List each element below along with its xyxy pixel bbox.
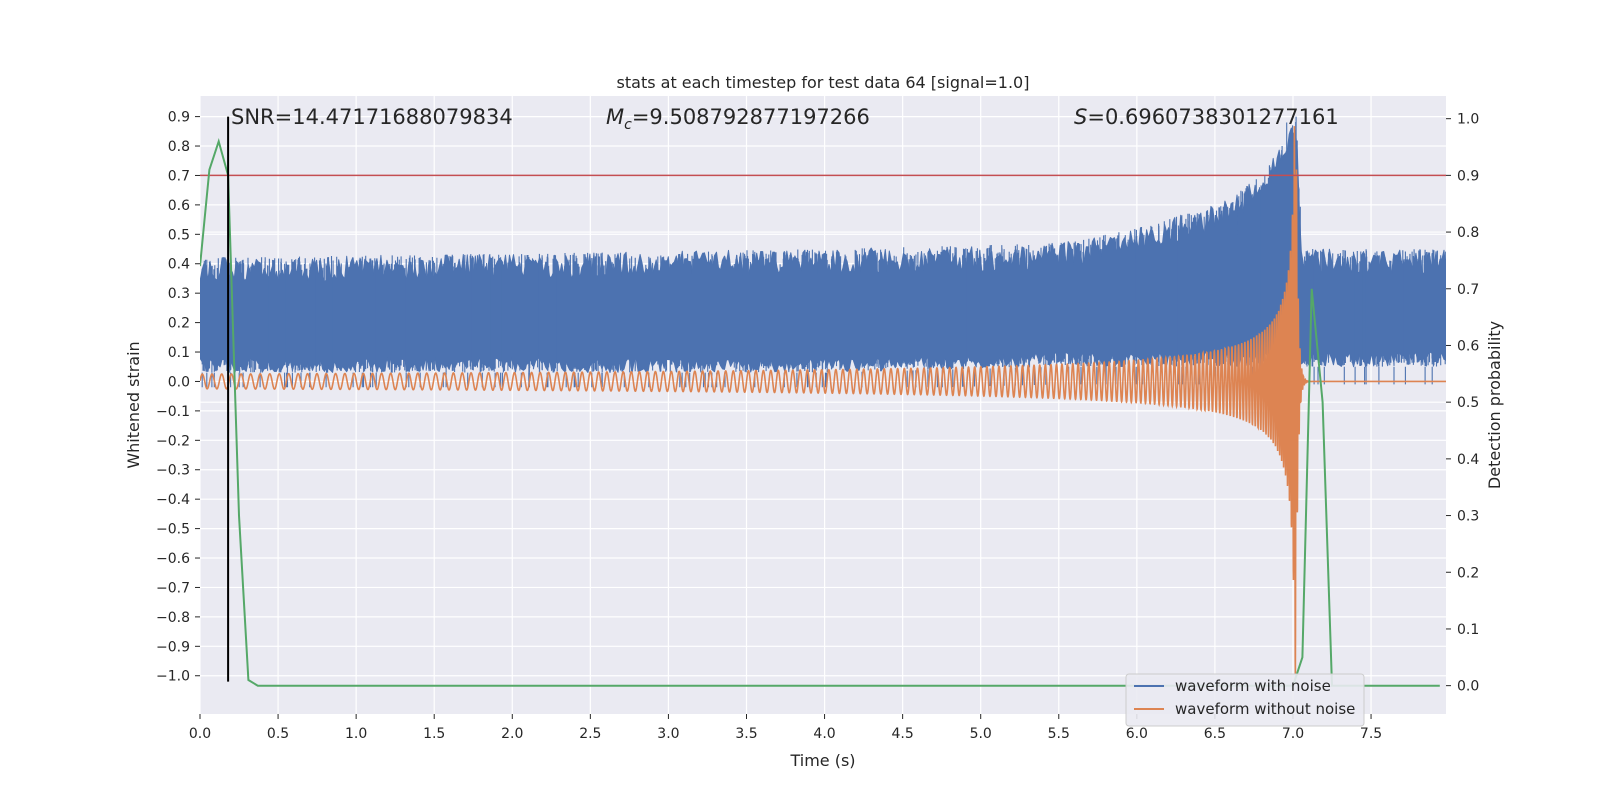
y-tick-label: 0.5 [168, 227, 190, 243]
y-tick-label: 0.6 [168, 198, 190, 214]
y-tick-label: −0.7 [156, 580, 190, 596]
x-tick-label: 6.0 [1126, 726, 1148, 742]
legend-label-noise: waveform with noise [1175, 677, 1331, 695]
y-tick-label: −0.9 [156, 639, 190, 655]
score-value: =0.6960738301277161 [1087, 105, 1338, 129]
y-tick-label: −0.2 [156, 433, 190, 449]
x-tick-label: 7.5 [1360, 726, 1382, 742]
y-tick-label: −0.6 [156, 551, 190, 567]
chart-title: stats at each timestep for test data 64 … [617, 73, 1030, 92]
chirp-mass-value: =9.508792877197266 [632, 105, 870, 129]
x-tick-label: 4.5 [891, 726, 913, 742]
x-tick-label: 3.5 [735, 726, 757, 742]
y2-tick-label: 0.2 [1457, 565, 1479, 581]
y-tick-label: 0.0 [168, 374, 190, 390]
x-tick-label: 5.0 [970, 726, 992, 742]
x-tick-label: 3.0 [657, 726, 679, 742]
y-tick-label: −0.4 [156, 492, 190, 508]
waveform-without-noise-series [200, 126, 1446, 674]
y-tick-label: −0.8 [156, 610, 190, 626]
y-tick-label: 0.8 [168, 139, 190, 155]
y2-axis-ticks: 1.0 0.9 0.8 0.7 0.6 0.5 0.4 0.3 0.2 0.1 0.0 [1446, 112, 1479, 695]
y-axis-ticks: 0.9 0.8 0.7 0.6 0.5 0.4 0.3 0.2 0.1 0.0 −0.1 −0.2 −0… [156, 110, 200, 685]
y2-tick-label: 0.3 [1457, 509, 1479, 525]
detection-probability-series [200, 137, 1440, 687]
x-tick-label: 2.5 [579, 726, 601, 742]
y2-tick-label: 1.0 [1457, 112, 1479, 128]
legend-label-clean: waveform without noise [1175, 700, 1355, 718]
y2-tick-label: 0.7 [1457, 282, 1479, 298]
score-annotation: S=0.6960738301277161 [1074, 105, 1339, 129]
x-tick-label: 0.5 [267, 726, 289, 742]
y-tick-label: −0.3 [156, 463, 190, 479]
chirp-mass-subscript: c [624, 117, 632, 133]
x-tick-label: 2.0 [501, 726, 523, 742]
y-tick-label: 0.7 [168, 168, 190, 184]
x-tick-label: 6.5 [1204, 726, 1226, 742]
x-axis-title: Time (s) [789, 751, 855, 770]
score-symbol: S [1074, 105, 1087, 129]
y2-tick-label: 0.8 [1457, 225, 1479, 241]
y-axis-title: Whitened strain [124, 341, 143, 468]
y-tick-label: −0.1 [156, 404, 190, 420]
legend-box [1125, 673, 1365, 727]
y2-tick-label: 0.5 [1457, 395, 1479, 411]
y2-axis-title: Detection probability [1485, 321, 1504, 489]
y-tick-label: 0.1 [168, 345, 190, 361]
y2-tick-label: 0.6 [1457, 338, 1479, 354]
y-tick-label: 0.2 [168, 316, 190, 332]
y-tick-label: −1.0 [156, 669, 190, 685]
y2-tick-label: 0.4 [1457, 452, 1479, 468]
x-tick-label: 7.0 [1282, 726, 1304, 742]
x-axis-ticks: 0.0 0.5 1.0 1.5 2.0 2.5 3.0 3.5 4.0 4.5 5.0 5.5 6.0 6… [189, 714, 1382, 742]
y2-tick-label: 0.1 [1457, 622, 1479, 638]
x-tick-label: 5.5 [1048, 726, 1070, 742]
y-tick-label: −0.5 [156, 522, 190, 538]
snr-annotation: SNR=14.47171688079834 [231, 105, 513, 129]
y-tick-label: 0.4 [168, 257, 190, 273]
y2-tick-label: 0.0 [1457, 679, 1479, 695]
x-tick-label: 1.0 [345, 726, 367, 742]
x-tick-label: 1.5 [423, 726, 445, 742]
x-tick-label: 0.0 [189, 726, 211, 742]
waveform-with-noise-spikes [201, 116, 1446, 388]
chirp-mass-annotation: Mc=9.508792877197266 [606, 105, 870, 133]
y-tick-label: 0.9 [168, 110, 190, 126]
y-tick-label: 0.3 [168, 286, 190, 302]
chirp-mass-symbol: M [606, 105, 624, 129]
legend: waveform with noise waveform without noi… [1125, 673, 1365, 727]
y2-tick-label: 0.9 [1457, 168, 1479, 184]
x-tick-label: 4.0 [813, 726, 835, 742]
